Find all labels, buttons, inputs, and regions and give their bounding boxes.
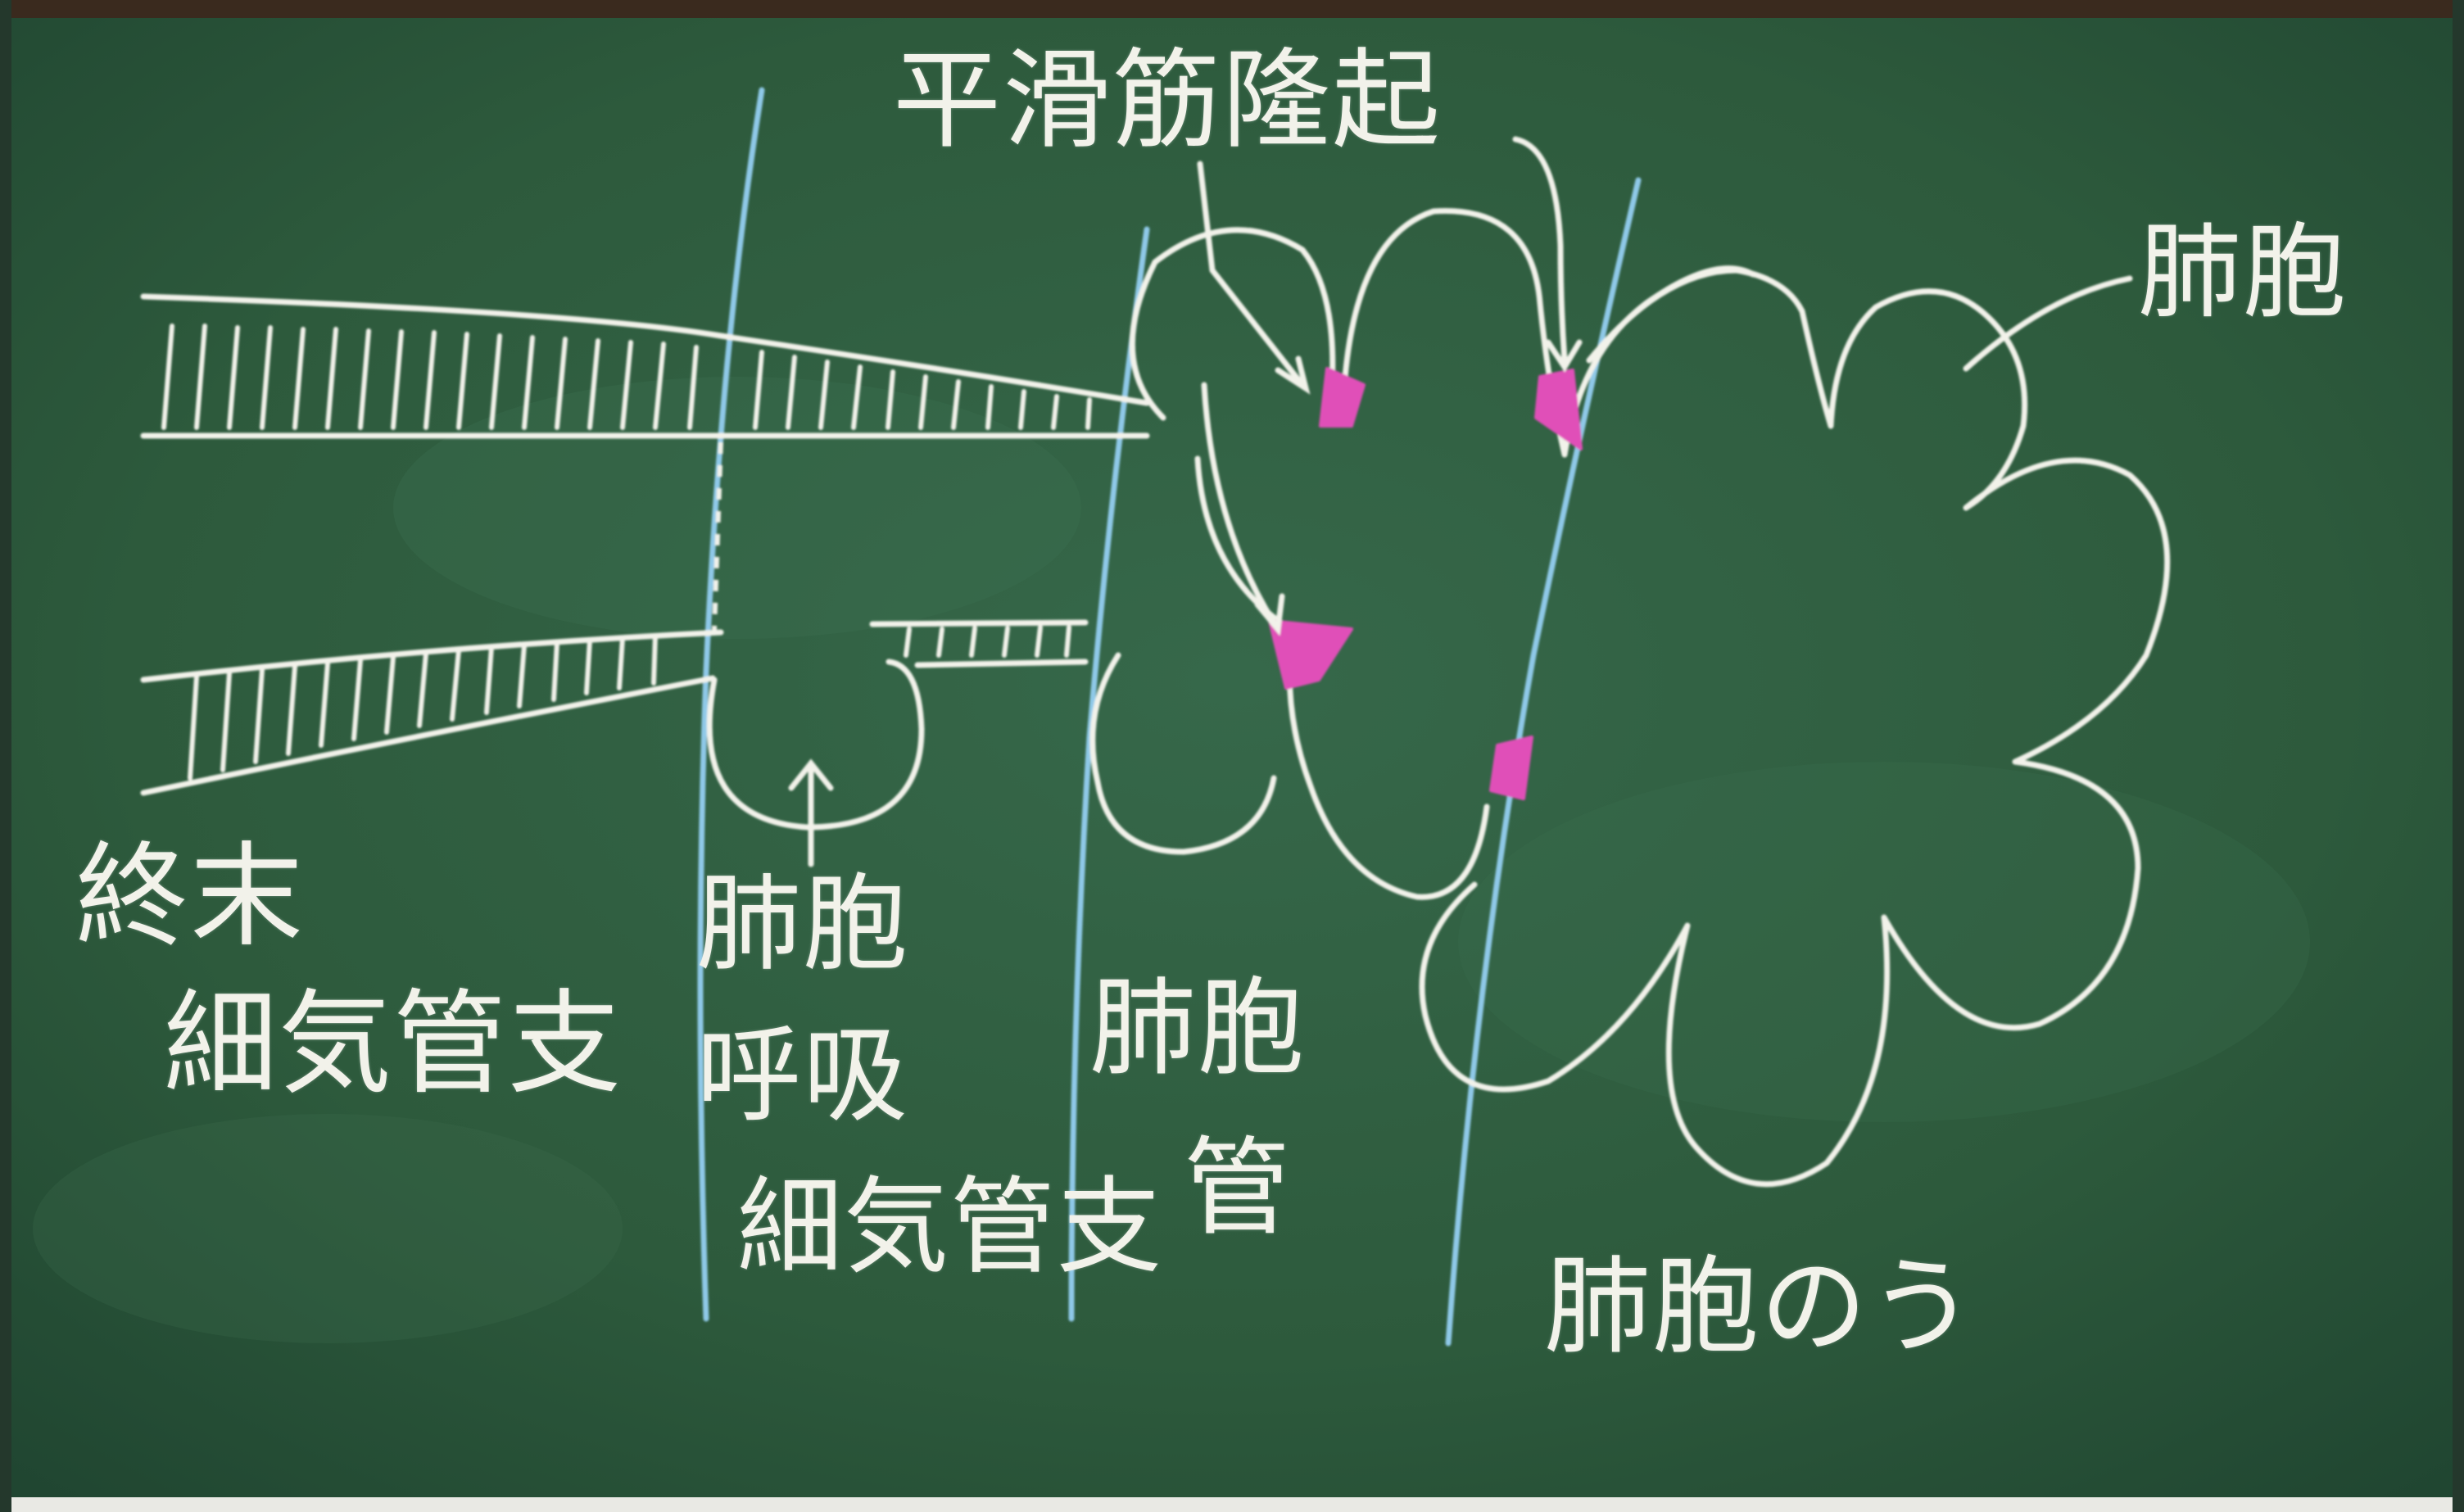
alveolar-sac-label: 肺胞のう xyxy=(1544,1244,1977,1369)
dashed-connector xyxy=(712,441,723,632)
upper-bronchiole-wall xyxy=(140,293,1150,439)
alveolus-pointer-line xyxy=(1963,275,2133,372)
terminal-bronchiole-label-line2: 細気管支 xyxy=(164,978,623,1110)
lower-bronchiole-wall xyxy=(140,619,1089,796)
alveolar-duct-label-line2: 管 xyxy=(1184,1125,1293,1250)
boundary-line-2 xyxy=(1068,226,1150,1322)
terminal-bronchiole-label-line1: 終末 xyxy=(75,831,306,962)
smooth-muscle-knob-label: 平滑筋隆起 xyxy=(893,38,1442,164)
eraser-smudge xyxy=(393,377,1081,639)
eraser-smudge xyxy=(33,1114,623,1343)
alveolar-duct-label-line1: 肺胞 xyxy=(1089,966,1307,1090)
hatching-upper xyxy=(161,324,1092,430)
respiratory-bronchiole-label-line2: 呼吸 xyxy=(696,1015,910,1137)
boundary-line-1 xyxy=(697,87,765,1322)
alveolar-sac-outline xyxy=(1419,267,2171,1188)
board-frame-top xyxy=(0,0,2464,18)
smooth-muscle-arrows xyxy=(1197,136,1583,636)
respiratory-bronchiole-label-line1: 肺胞 xyxy=(696,863,910,985)
board-frame-left xyxy=(0,0,11,1512)
board-frame-right xyxy=(2453,0,2464,1512)
hatching-lower xyxy=(188,633,658,781)
alveolus-label: 肺胞 xyxy=(2138,212,2348,333)
respiratory-bronchiole-label-line3: 細気管支 xyxy=(737,1166,1164,1288)
board-frame-bottom xyxy=(0,1497,2464,1512)
respiratory-alveolus-pocket xyxy=(706,659,925,867)
